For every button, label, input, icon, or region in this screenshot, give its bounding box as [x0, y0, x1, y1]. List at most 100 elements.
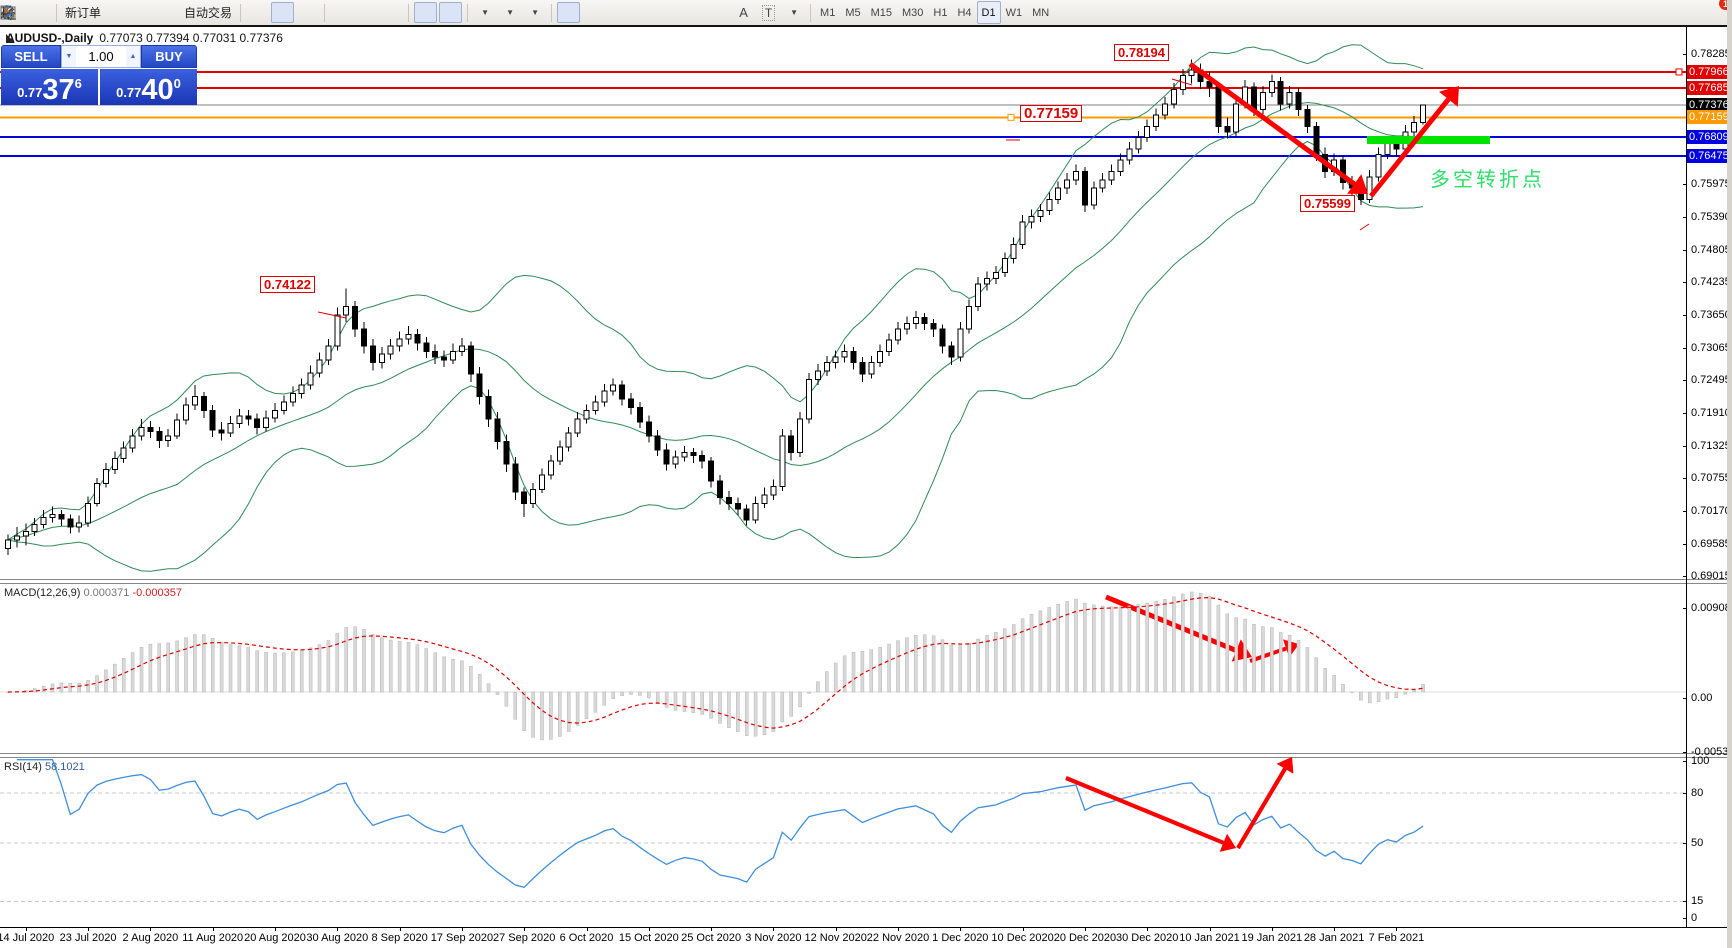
buy-price[interactable]: 0.77 40 0	[100, 69, 197, 105]
price-tick: 0.78285	[1691, 48, 1731, 60]
rsi-axis-tick: 15	[1691, 895, 1704, 908]
green-support-bar[interactable]	[1367, 136, 1490, 144]
price-annotation-label[interactable]: 0.78194	[1114, 44, 1169, 61]
mql5-community-button[interactable]	[1, 2, 154, 23]
line-handle[interactable]	[1007, 113, 1015, 121]
macd-bar	[32, 688, 37, 693]
horizontal-line-button[interactable]	[1, 2, 655, 23]
volume-input[interactable]	[76, 46, 126, 67]
timeframe-MN[interactable]: MN	[1032, 6, 1050, 19]
candle	[1304, 108, 1311, 127]
signals-button[interactable]	[1, 2, 179, 23]
macd-bar	[77, 682, 81, 693]
price-annotation-label[interactable]: 0.74122	[260, 276, 315, 293]
trend-arrow-head[interactable]	[1219, 833, 1236, 852]
candle	[984, 277, 990, 285]
candle	[1188, 69, 1195, 77]
timeframe-H1[interactable]: H1	[933, 6, 948, 19]
macd-bar	[1207, 595, 1212, 693]
zoom-in-button[interactable]	[1, 2, 353, 23]
candle	[13, 535, 20, 541]
candle	[663, 449, 670, 465]
macd-panel[interactable]	[0, 582, 1686, 753]
candle	[992, 272, 999, 279]
metaeditor-button[interactable]	[0, 2, 129, 23]
templates-button[interactable]: ▼	[0, 2, 546, 23]
crosshair-button[interactable]	[1, 2, 605, 23]
new-order-button[interactable]: 新订单	[0, 2, 104, 23]
timeframe-H4[interactable]: H4	[957, 6, 972, 19]
main-price-chart[interactable]	[0, 27, 1686, 582]
rsi-line[interactable]	[16, 759, 1424, 889]
candlestick-chart-button[interactable]	[2, 2, 295, 23]
macd-bar	[451, 659, 455, 693]
macd-bar	[299, 650, 304, 693]
line-chart-button[interactable]	[0, 2, 319, 23]
text-button[interactable]: A	[732, 2, 755, 23]
arrows-button[interactable]: ▼	[3, 2, 805, 23]
channel-button[interactable]: E	[0, 2, 705, 23]
auto-scroll-button[interactable]	[1, 2, 438, 23]
profiles-button[interactable]	[0, 2, 51, 23]
toolbar: 新订单 自动交易 ▼ ▼ ▼ E F A T ▼ M	[0, 0, 1732, 25]
rsi-panel[interactable]	[0, 757, 1686, 927]
date-label: 11 Aug 2020	[182, 932, 244, 944]
rsi-name: RSI(14)	[4, 761, 42, 773]
timeframe-M30[interactable]: M30	[902, 6, 924, 19]
trend-arrow-head[interactable]	[1276, 757, 1294, 774]
time-axis[interactable]: 14 Jul 2020 23 Jul 2020 2 Aug 2020 11 Aug 2…	[0, 927, 1732, 948]
trend-arrow[interactable]	[1188, 61, 1356, 186]
timeframe-M5[interactable]: M5	[845, 6, 861, 19]
trend-arrow[interactable]	[1236, 767, 1287, 850]
candle	[503, 440, 510, 465]
cursor-button[interactable]	[3, 2, 581, 23]
volume-up-button[interactable]: ▲	[126, 46, 140, 67]
chart-area[interactable]: 0.78285 0.75975 0.75390 0.74805 0.74235 0.736…	[0, 27, 1732, 948]
timeframe-group: M1 M5 M15 M30 H1 H4 D1 W1 MN	[815, 1, 1054, 24]
macd-bar	[1287, 634, 1292, 693]
volume-down-button[interactable]: ▼	[62, 46, 76, 67]
date-tick-mark	[1022, 928, 1024, 931]
volume-control: ▼ ▲	[61, 45, 141, 68]
timeframe-M1[interactable]: M1	[820, 6, 836, 19]
sell-price[interactable]: 0.77 37 6	[1, 69, 98, 105]
timeframe-D1[interactable]: D1	[976, 1, 1001, 24]
tile-windows-button[interactable]	[1, 2, 403, 23]
bollinger-lower[interactable]	[7, 140, 1424, 572]
trend-arrow-head[interactable]	[1347, 174, 1368, 194]
date-tick-mark	[25, 928, 27, 931]
buy-button[interactable]: BUY	[141, 45, 197, 68]
price-annotation-label[interactable]: 0.77159	[1020, 105, 1083, 122]
turning-point-text[interactable]: 多空转折点	[1430, 169, 1545, 191]
panel-separator[interactable]	[0, 579, 1732, 584]
vertical-line-button[interactable]	[4, 2, 630, 23]
candle	[574, 418, 581, 434]
toolbar-separator	[324, 3, 326, 22]
trend-arrow[interactable]	[1065, 776, 1225, 845]
timeframe-W1[interactable]: W1	[1005, 6, 1023, 19]
collapse-panel-icon[interactable]	[6, 33, 15, 43]
bar-chart-button[interactable]	[1, 2, 269, 23]
trend-arrow-head[interactable]	[1439, 86, 1459, 107]
fibonacci-button[interactable]: F	[1, 2, 730, 23]
autotrading-button[interactable]: 自动交易	[2, 2, 235, 23]
bollinger-upper[interactable]	[7, 44, 1424, 541]
macd-bar	[1181, 593, 1185, 693]
date-tick-mark	[1271, 928, 1273, 931]
bollinger-middle[interactable]	[7, 101, 1424, 541]
trendline-button[interactable]	[0, 2, 680, 23]
trend-arrow[interactable]	[1369, 97, 1451, 198]
sell-button[interactable]: SELL	[1, 45, 61, 68]
text-label-button[interactable]: T	[757, 2, 780, 23]
macd-bar	[887, 643, 891, 693]
line-handle[interactable]	[1675, 68, 1683, 76]
candle	[1313, 125, 1320, 155]
zoom-out-button[interactable]	[1, 2, 378, 23]
macd-bar	[41, 685, 46, 693]
timeframe-M15[interactable]: M15	[870, 6, 892, 19]
periods-button[interactable]: ▼	[0, 2, 521, 23]
indicators-button[interactable]: ▼	[0, 2, 496, 23]
chart-shift-button[interactable]	[1, 2, 463, 23]
panel-separator[interactable]	[0, 753, 1732, 758]
price-annotation-label[interactable]: 0.75599	[1300, 195, 1355, 212]
